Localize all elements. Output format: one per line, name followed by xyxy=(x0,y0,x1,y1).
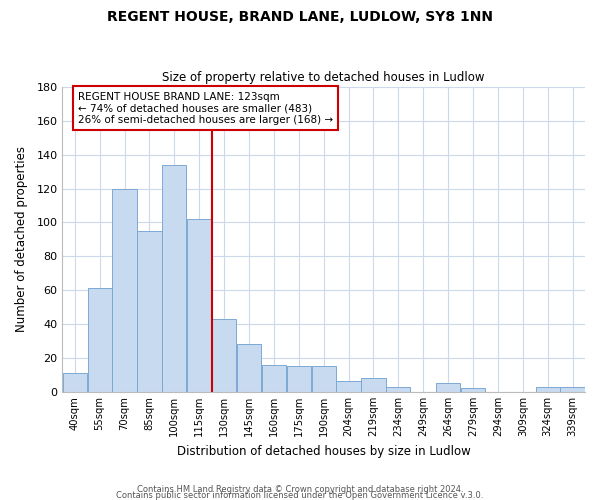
Bar xyxy=(361,378,386,392)
Bar xyxy=(287,366,311,392)
Bar xyxy=(337,382,361,392)
Bar xyxy=(62,373,87,392)
Bar xyxy=(536,386,560,392)
Bar xyxy=(436,383,460,392)
Text: Contains HM Land Registry data © Crown copyright and database right 2024.: Contains HM Land Registry data © Crown c… xyxy=(137,484,463,494)
Text: REGENT HOUSE, BRAND LANE, LUDLOW, SY8 1NN: REGENT HOUSE, BRAND LANE, LUDLOW, SY8 1N… xyxy=(107,10,493,24)
Bar xyxy=(386,386,410,392)
Bar xyxy=(187,219,211,392)
Y-axis label: Number of detached properties: Number of detached properties xyxy=(15,146,28,332)
Text: REGENT HOUSE BRAND LANE: 123sqm
← 74% of detached houses are smaller (483)
26% o: REGENT HOUSE BRAND LANE: 123sqm ← 74% of… xyxy=(78,92,333,125)
Title: Size of property relative to detached houses in Ludlow: Size of property relative to detached ho… xyxy=(163,72,485,85)
Text: Contains public sector information licensed under the Open Government Licence v.: Contains public sector information licen… xyxy=(116,490,484,500)
Bar xyxy=(311,366,336,392)
Bar xyxy=(88,288,112,392)
Bar xyxy=(237,344,261,392)
Bar xyxy=(137,231,161,392)
Bar xyxy=(212,319,236,392)
Bar xyxy=(560,386,584,392)
Bar xyxy=(461,388,485,392)
Bar xyxy=(112,188,137,392)
Bar xyxy=(262,364,286,392)
X-axis label: Distribution of detached houses by size in Ludlow: Distribution of detached houses by size … xyxy=(177,444,470,458)
Bar xyxy=(162,165,187,392)
